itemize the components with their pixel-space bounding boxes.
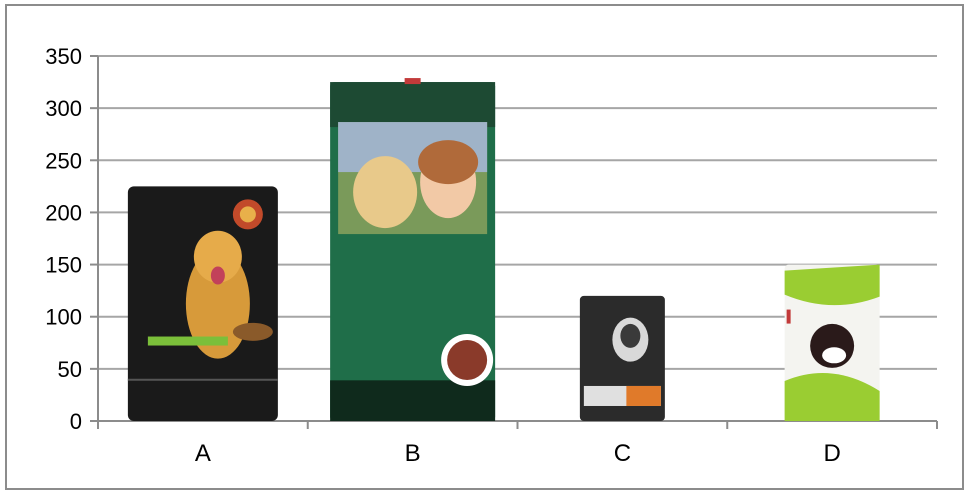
y-tick-label: 150 (45, 253, 82, 278)
bar-B (330, 78, 496, 422)
x-tick-label-C: C (614, 440, 631, 467)
bars (127, 78, 880, 422)
y-tick-label: 50 (58, 357, 82, 382)
dog-icon (353, 156, 418, 229)
bag-seam (127, 378, 278, 381)
x-tick-label-A: A (195, 440, 211, 467)
bag-bottom-band (784, 373, 880, 421)
y-tick-label: 250 (45, 148, 82, 173)
bar-D (784, 264, 880, 421)
y-tick-label: 200 (45, 200, 82, 225)
bag-top-band (784, 264, 880, 306)
x-tick-label-B: B (405, 440, 421, 467)
y-tick-label: 100 (45, 305, 82, 330)
x-tick-labels: A B C D (195, 440, 841, 467)
bar-C (579, 295, 665, 421)
y-tick-label: 350 (45, 44, 82, 69)
y-tick-label: 0 (70, 409, 82, 434)
kibble-icon (232, 322, 273, 341)
y-tick-labels: 0 50 100 150 200 250 300 350 (45, 44, 82, 434)
bar-A (127, 186, 278, 421)
label-band (147, 336, 228, 346)
x-tick-label-D: D (823, 440, 840, 467)
y-tick-label: 300 (45, 96, 82, 121)
